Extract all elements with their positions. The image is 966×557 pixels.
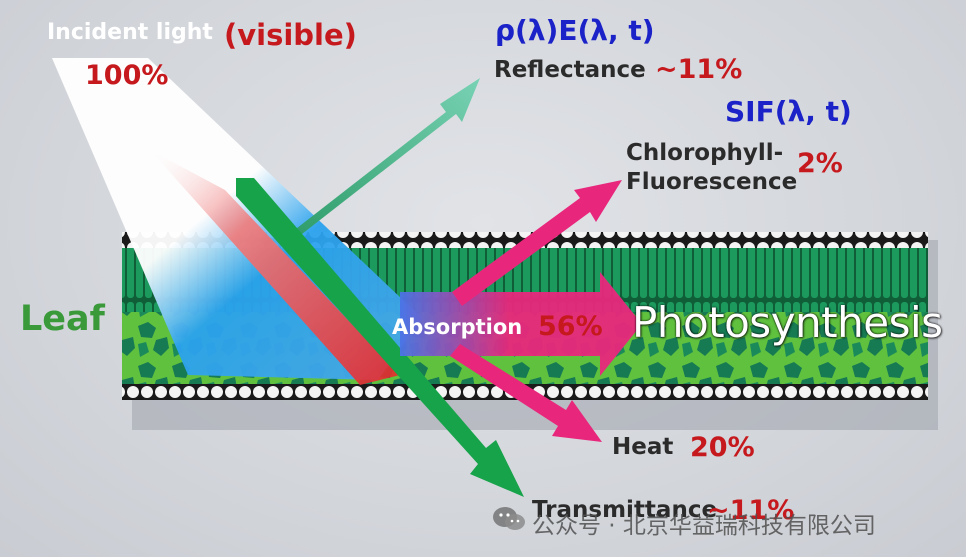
fluorescence-arrow — [452, 180, 622, 306]
reflectance-percent: ~11% — [655, 54, 743, 85]
fluorescence-percent: 2% — [797, 148, 843, 179]
leaf-label: Leaf — [20, 299, 105, 339]
heat-arrow — [450, 344, 602, 442]
watermark-text: 公众号 · 北京华益瑞科技有限公司 — [532, 513, 876, 539]
heat-percent: 20% — [690, 432, 755, 463]
reflectance-formula: ρ(λ)E(λ, t) — [495, 14, 655, 47]
transmittance-arrow — [236, 178, 524, 497]
sif-formula: SIF(λ, t) — [725, 95, 852, 128]
fluorescence-label-line2: Fluorescence — [626, 169, 798, 195]
photosynthesis-label: Photosynthesis — [632, 298, 943, 347]
transmittance-label: Transmittance — [532, 497, 718, 523]
fluorescence-label-line1: Chlorophyll- — [626, 140, 784, 166]
reflectance-label: Reflectance — [494, 57, 646, 83]
absorption-percent: 56% — [538, 311, 603, 342]
reflectance-arrow — [288, 78, 480, 246]
absorption-label: Absorption — [392, 315, 523, 339]
heat-label: Heat — [612, 434, 674, 460]
incident-light-label: Incident light — [47, 20, 213, 45]
incident-percent: 100% — [85, 60, 169, 91]
transmittance-percent: ~11% — [707, 495, 795, 526]
visible-qualifier: (visible) — [224, 18, 357, 52]
wechat-icon — [493, 507, 525, 530]
